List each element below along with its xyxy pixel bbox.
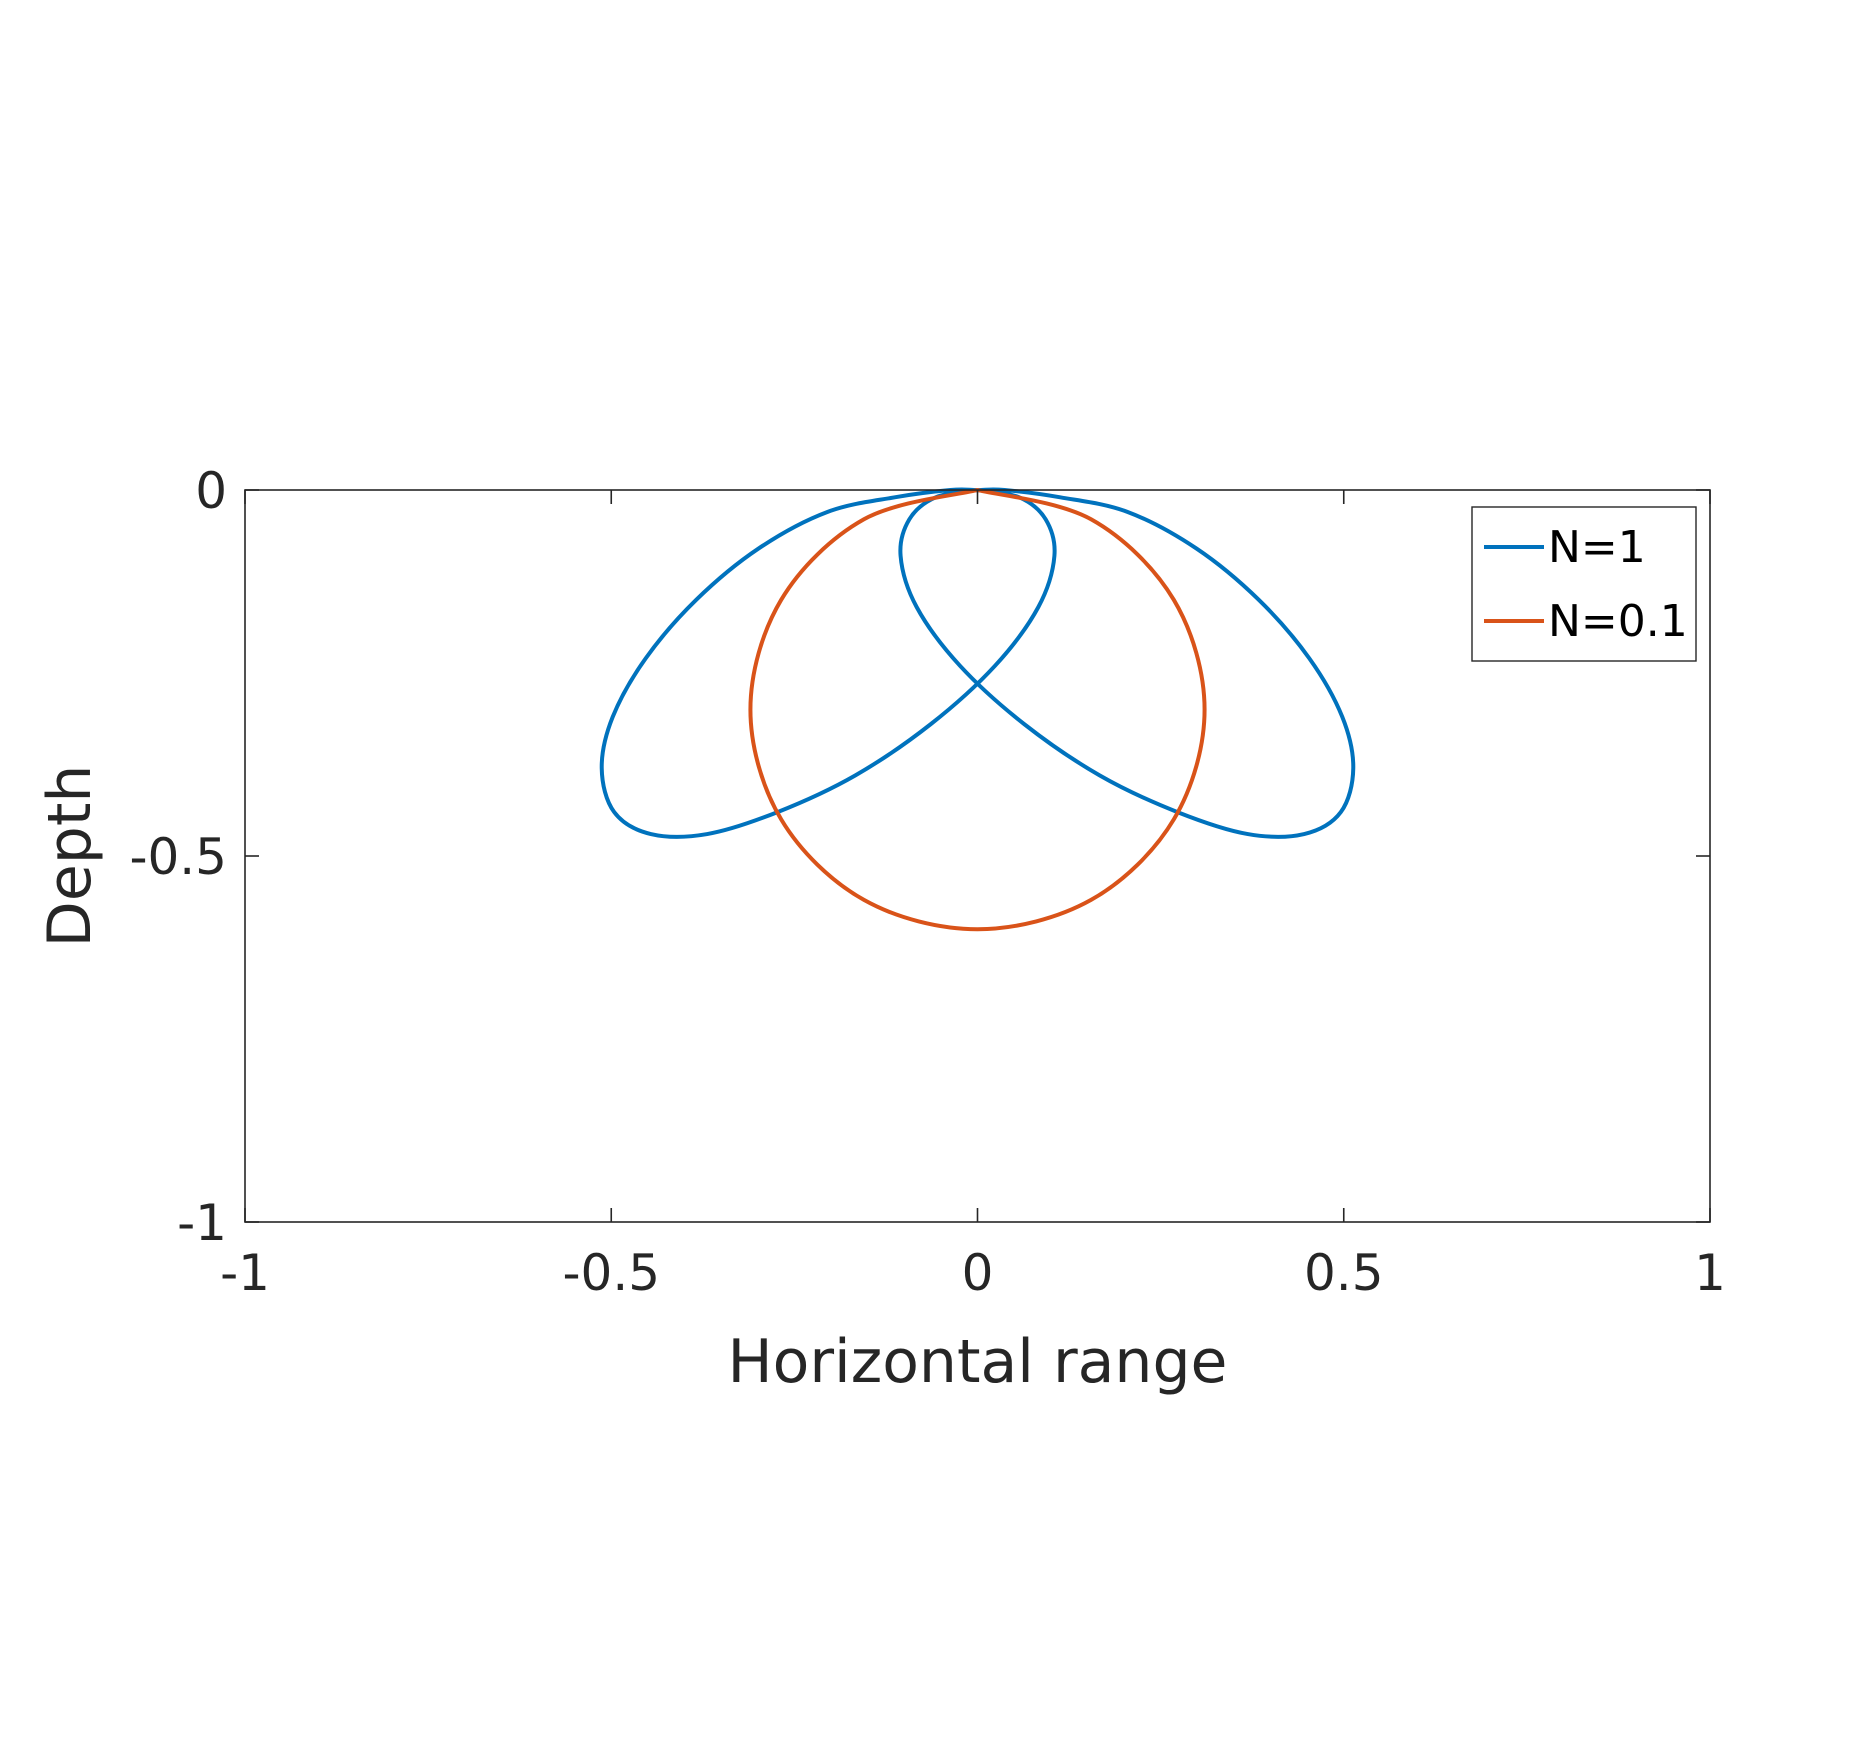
legend-label-n1: N=1 [1548, 522, 1646, 573]
legend-box [1471, 506, 1697, 662]
legend-label-n01: N=0.1 [1548, 596, 1688, 647]
legend: N=1 N=0.1 [1471, 506, 1697, 662]
axis-ticks [244, 489, 1711, 1223]
x-tick-label: 0 [962, 1244, 994, 1302]
y-axis-label: Depth [35, 765, 105, 948]
y-tick-label: 0 [195, 462, 227, 520]
tick-labels: -1 -0.5 0 0.5 1 0 -0.5 -1 [129, 462, 1725, 1302]
x-tick-label: 1 [1694, 1244, 1726, 1302]
x-tick-label: -1 [220, 1244, 270, 1302]
x-tick-label: 0.5 [1304, 1244, 1384, 1302]
x-axis-label: Horizontal range [728, 1327, 1228, 1397]
y-tick-label: -0.5 [129, 828, 227, 886]
series-line-1 [748, 488, 1207, 932]
x-tick-label: -0.5 [562, 1244, 660, 1302]
y-tick-label: -1 [177, 1194, 227, 1252]
